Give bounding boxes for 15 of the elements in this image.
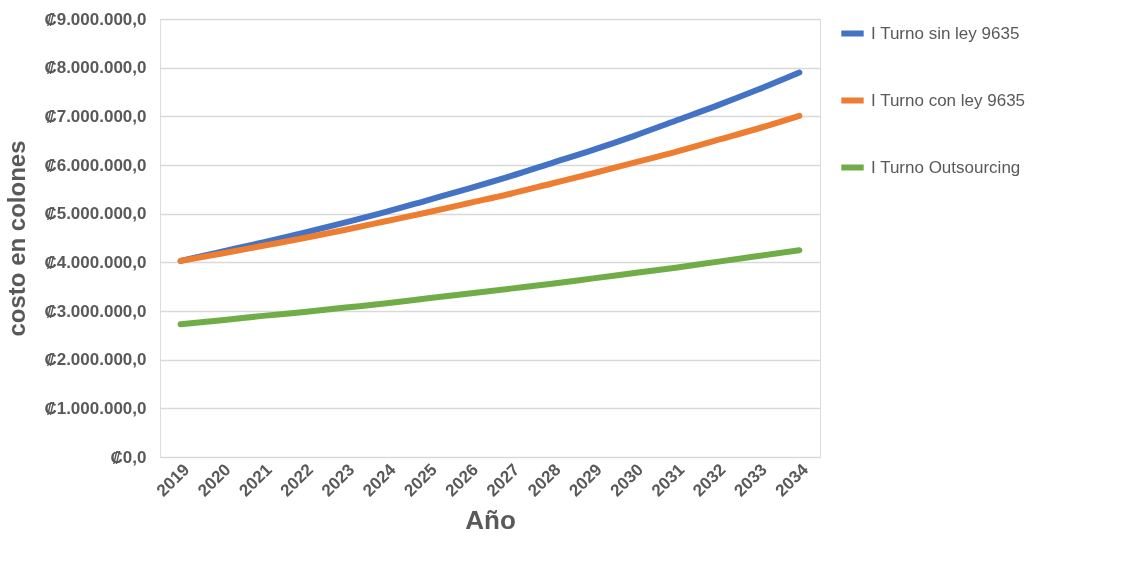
- y-tick-label: ₡7.000.000,0: [44, 106, 147, 126]
- x-axis-title: Año: [465, 504, 516, 535]
- y-tick-label: ₡2.000.000,0: [44, 350, 147, 370]
- y-tick-label: ₡9.000.000,0: [44, 9, 147, 29]
- y-tick-label: ₡1.000.000,0: [44, 398, 147, 418]
- legend-label: I Turno Outsourcing: [871, 157, 1021, 177]
- y-tick-label: ₡5.000.000,0: [44, 204, 147, 224]
- y-tick-label: ₡8.000.000,0: [44, 58, 147, 78]
- y-axis-title: costo en colones: [3, 140, 31, 337]
- y-tick-label: ₡4.000.000,0: [44, 252, 147, 272]
- y-tick-label: ₡3.000.000,0: [44, 301, 147, 321]
- y-tick-label: ₡0,0: [110, 447, 147, 467]
- legend-label: I Turno sin ley 9635: [871, 23, 1020, 43]
- y-tick-label: ₡6.000.000,0: [44, 155, 147, 175]
- legend-label: I Turno con ley 9635: [871, 90, 1026, 110]
